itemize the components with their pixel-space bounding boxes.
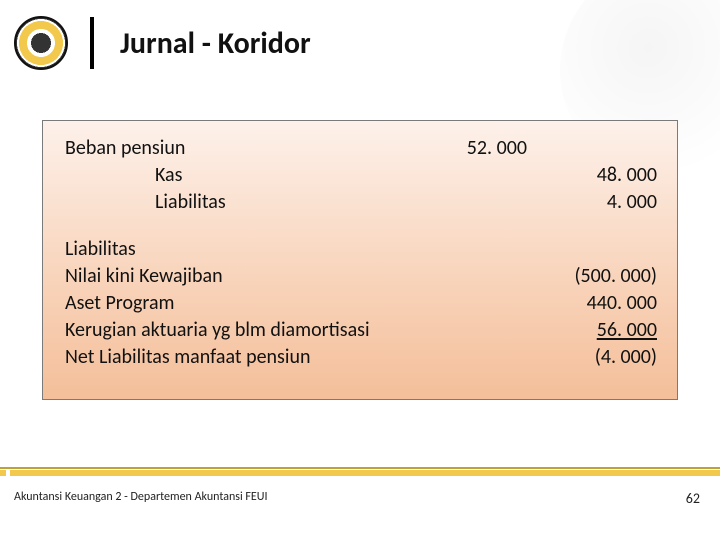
journal-row: Liabilitas 4. 000 (65, 189, 657, 216)
liability-row: Aset Program440. 000 (65, 290, 657, 317)
journal-debit: 52. 000 (427, 135, 527, 162)
journal-box: Beban pensiun52. 000Kas48. 000Liabilitas… (42, 120, 678, 400)
footer-text: Akuntansi Keuangan 2 - Departemen Akunta… (14, 490, 268, 504)
journal-debit (427, 162, 527, 189)
liability-value: 440. 000 (527, 290, 657, 317)
liability-value: (4. 000) (527, 344, 657, 371)
liability-heading: Liabilitas (65, 236, 527, 263)
liability-table: Nilai kini Kewajiban(500. 000)Aset Progr… (65, 263, 657, 371)
liability-label: Nilai kini Kewajiban (65, 263, 527, 290)
liability-row: Kerugian aktuaria yg blm diamortisasi56.… (65, 317, 657, 344)
page-number: 62 (686, 490, 700, 507)
journal-debit (427, 189, 527, 216)
page-title: Jurnal - Koridor (120, 25, 311, 62)
liability-heading-row: Liabilitas (65, 236, 657, 263)
journal-credit (527, 135, 657, 162)
footer-accent-bar (0, 470, 720, 476)
journal-entry-table: Beban pensiun52. 000Kas48. 000Liabilitas… (65, 135, 657, 216)
journal-row: Kas 48. 000 (65, 162, 657, 189)
liability-row: Nilai kini Kewajiban(500. 000) (65, 263, 657, 290)
slide-header: Jurnal - Koridor (8, 8, 712, 78)
journal-label: Liabilitas (65, 189, 427, 216)
journal-row: Beban pensiun52. 000 (65, 135, 657, 162)
liability-value: 56. 000 (527, 317, 657, 344)
university-logo (14, 16, 68, 70)
liability-value: (500. 000) (527, 263, 657, 290)
header-divider (90, 17, 94, 69)
liability-label: Aset Program (65, 290, 527, 317)
journal-label: Kas (65, 162, 427, 189)
liability-label: Kerugian aktuaria yg blm diamortisasi (65, 317, 527, 344)
liability-label: Net Liabilitas manfaat pensiun (65, 344, 527, 371)
journal-label: Beban pensiun (65, 135, 427, 162)
journal-credit: 48. 000 (527, 162, 657, 189)
journal-credit: 4. 000 (527, 189, 657, 216)
liability-row: Net Liabilitas manfaat pensiun(4. 000) (65, 344, 657, 371)
